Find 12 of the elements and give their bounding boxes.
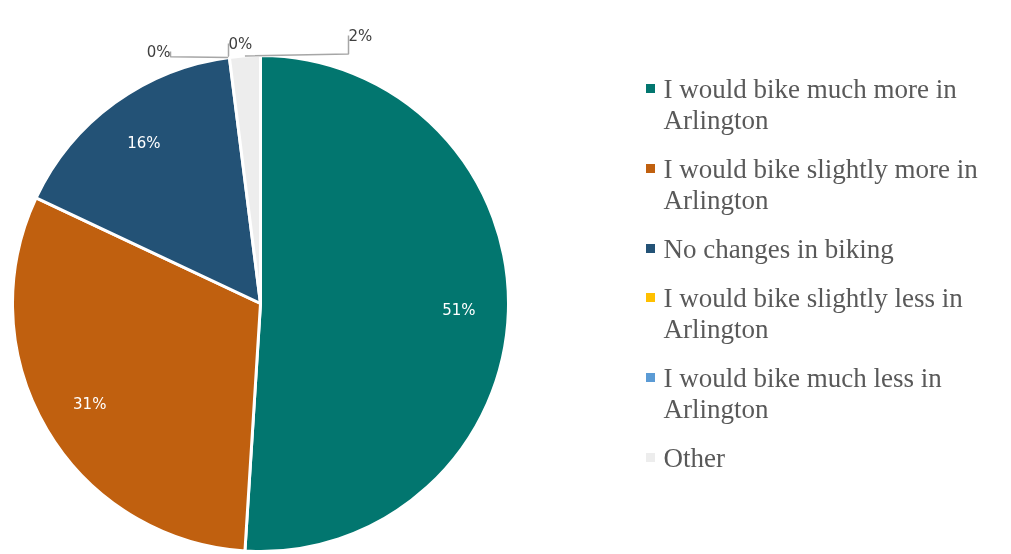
text: 0% <box>228 34 253 53</box>
data-label: 51% <box>442 300 476 319</box>
legend-label: I would bike much less in Arlington <box>663 362 943 424</box>
legend-label: Other <box>663 442 725 473</box>
text: 0% <box>146 42 171 61</box>
legend-label: I would bike slightly less in Arlington <box>663 282 964 344</box>
legend-label: I would bike slightly more in Arlington <box>663 153 979 215</box>
legend-label: No changes in biking <box>663 233 894 264</box>
legend-label: I would bike much more in Arlington <box>663 73 958 135</box>
data-label: 31% <box>73 395 107 414</box>
data-label: 16% <box>127 133 161 152</box>
data-label: 2% <box>348 26 373 45</box>
